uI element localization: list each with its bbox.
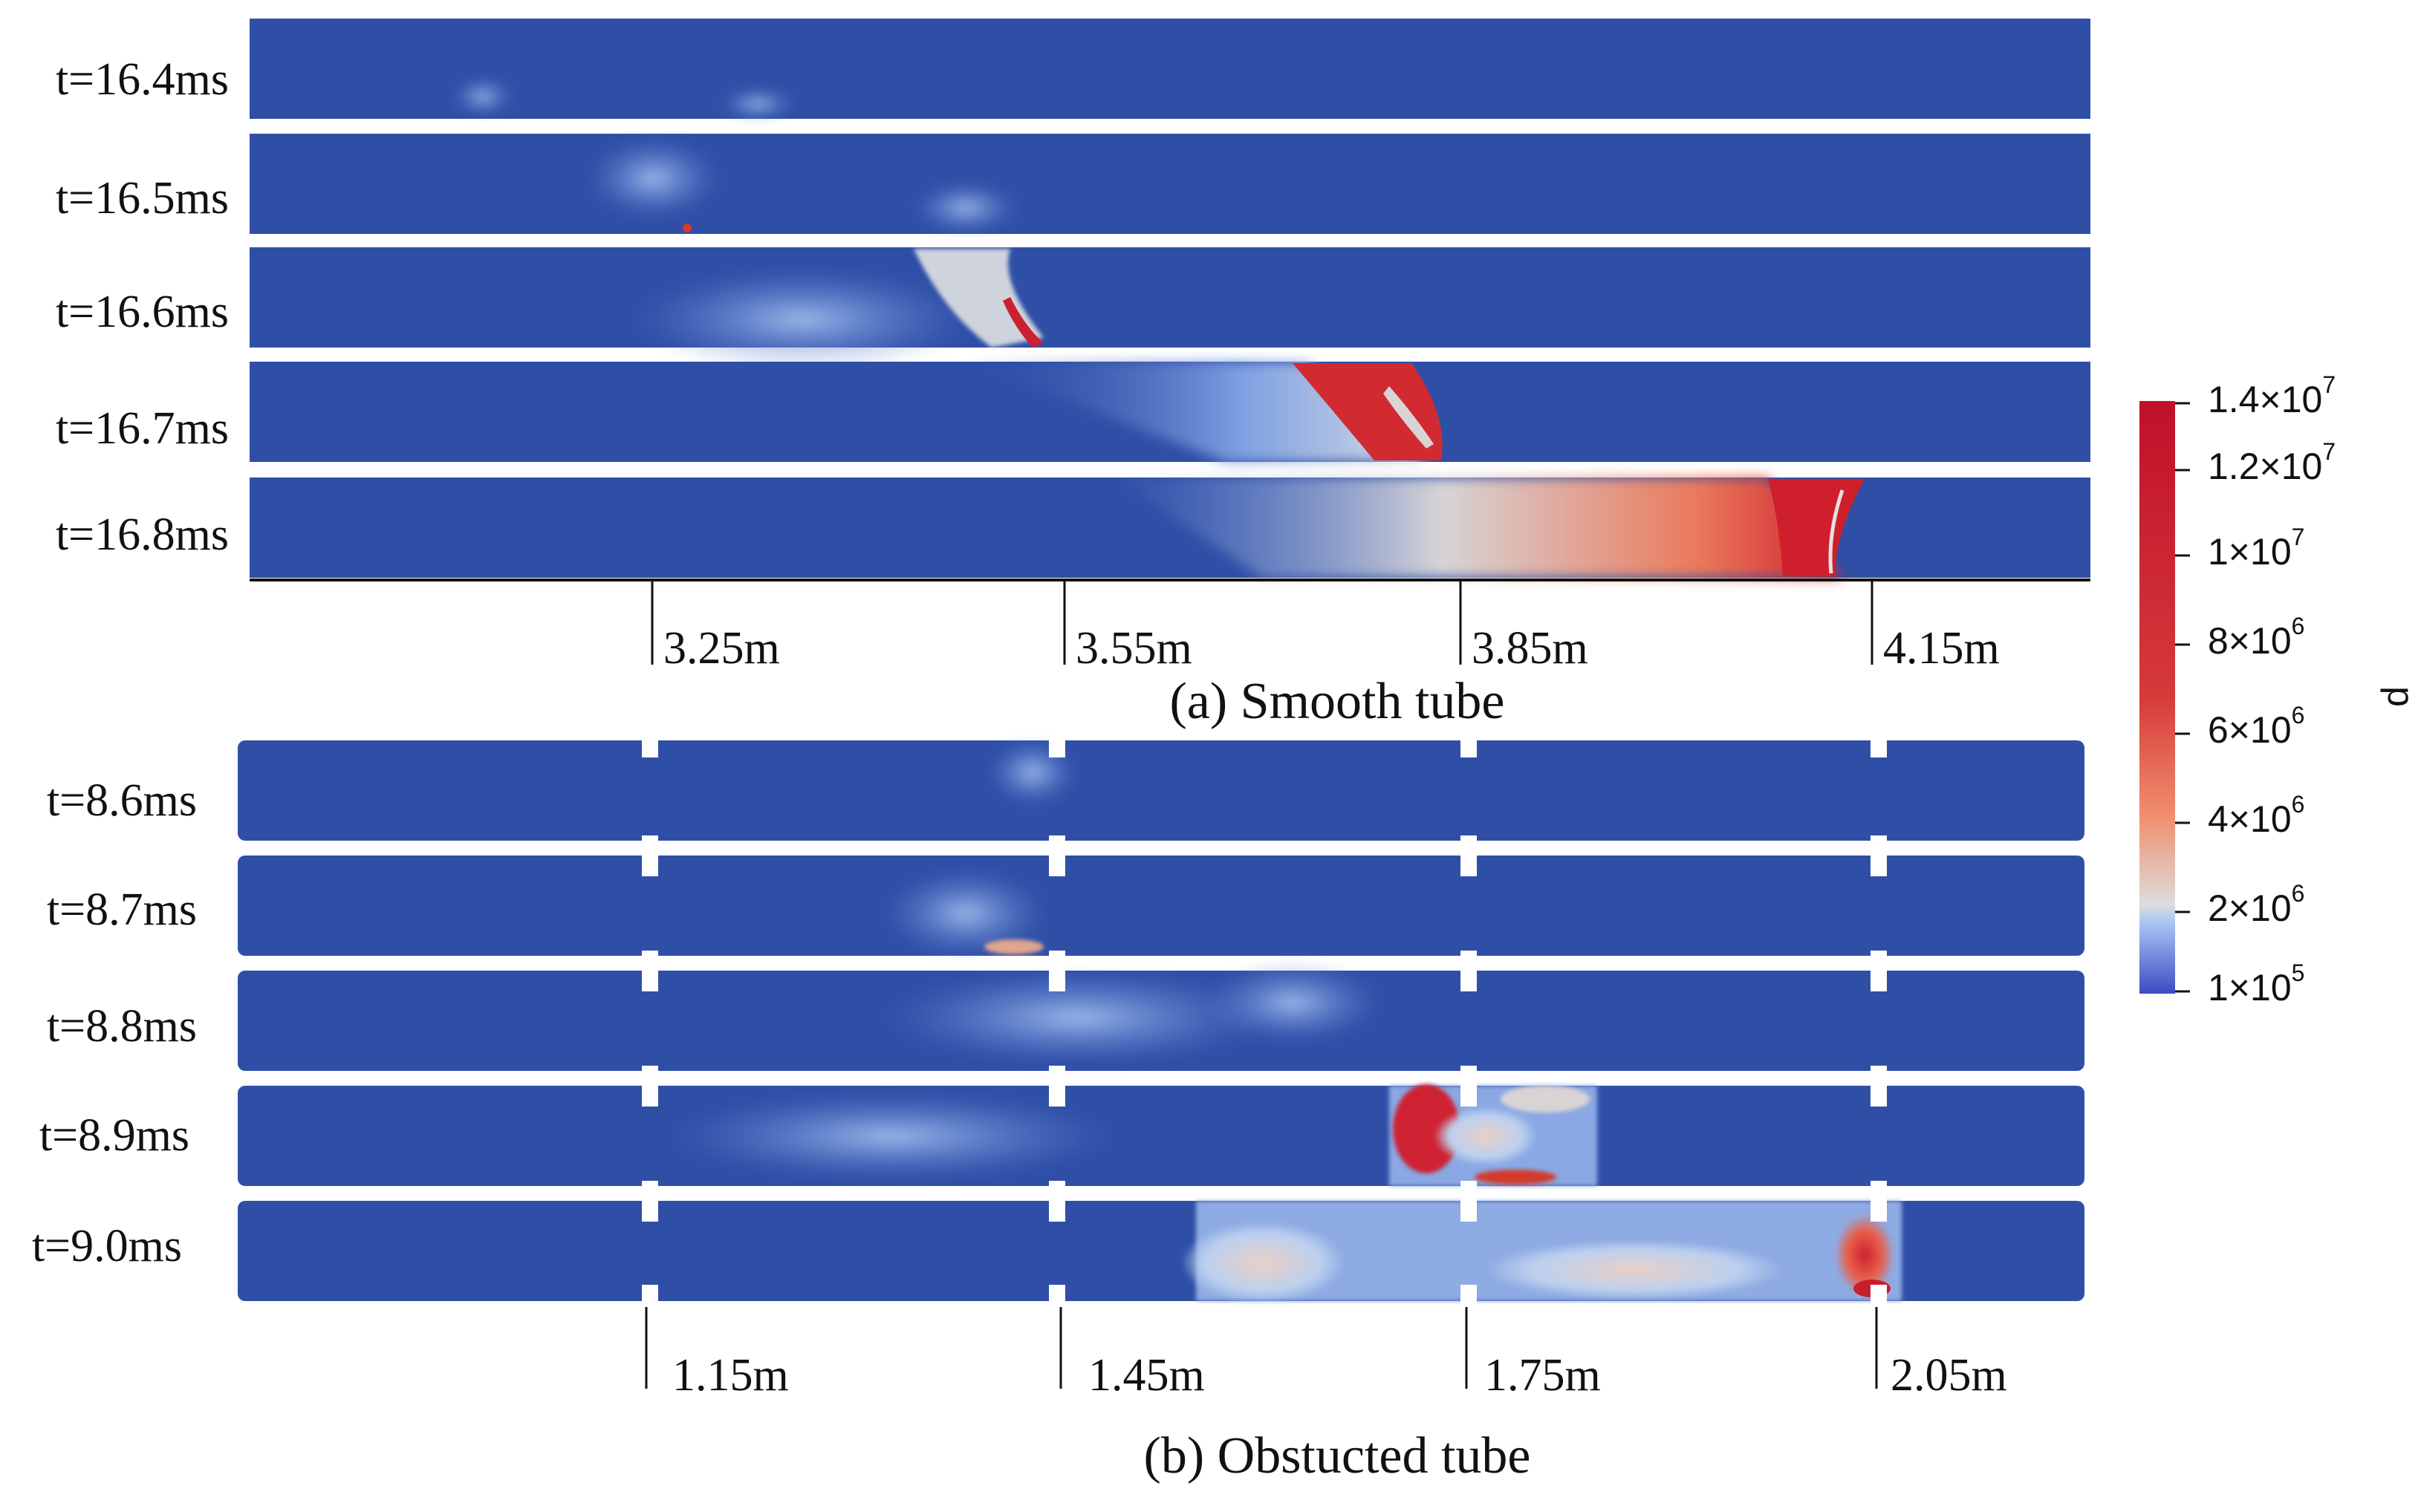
colorbar-tick-label: 1.4×107 <box>2208 371 2336 420</box>
svg-text:1×107: 1×107 <box>2208 524 2304 573</box>
panel-a-tick-label: 4.15m <box>1883 623 2000 674</box>
panel-a-frame-5 <box>250 478 2090 578</box>
svg-text:1.2×107: 1.2×107 <box>2208 438 2336 487</box>
panel-a-tick-label: 3.25m <box>663 623 780 674</box>
panel-a-tick-label: 3.85m <box>1472 623 1588 674</box>
panel-b-frame-4 <box>238 1084 2084 1186</box>
panel-a-frame-1 <box>250 19 2090 120</box>
panel-b-frame-5 <box>238 1201 2084 1303</box>
panel-b-time-label: t=8.9ms <box>39 1110 189 1161</box>
svg-text:1.4×107: 1.4×107 <box>2208 371 2336 420</box>
panel-a-frame-3 <box>250 247 2090 371</box>
panel-a-frame-2 <box>250 134 2090 234</box>
panel-b-obstructed-tube: t=8.6ms t=8.7ms t=8.8ms t=8.9ms t=9.0ms … <box>32 737 2084 1485</box>
colorbar-tick-label: 2×106 <box>2208 880 2304 929</box>
panel-a-frame-4 <box>250 362 2090 462</box>
panel-a-time-label: t=16.6ms <box>56 287 229 337</box>
panel-b-tick-label: 1.15m <box>672 1350 789 1401</box>
colorbar-tick-label: 6×106 <box>2208 702 2304 751</box>
panel-b-frame-1 <box>238 739 2084 841</box>
panel-b-tick-label: 2.05m <box>1891 1350 2007 1401</box>
panel-b-tick-label: 1.45m <box>1088 1350 1205 1401</box>
panel-b-frame-2 <box>238 856 2084 958</box>
panel-b-time-label: t=8.7ms <box>47 884 197 935</box>
svg-text:8×106: 8×106 <box>2208 613 2304 662</box>
panel-b-obstacles <box>642 737 1887 1306</box>
colorbar-tick-label: 1×107 <box>2208 524 2304 573</box>
panel-a-caption: (a) Smooth tube <box>1169 673 1504 730</box>
panel-b-tick-label: 1.75m <box>1484 1350 1601 1401</box>
svg-text:6×106: 6×106 <box>2208 702 2304 751</box>
svg-text:1×105: 1×105 <box>2208 959 2304 1008</box>
colorbar-tick-label: 4×106 <box>2208 791 2304 840</box>
colorbar-tick-label: 8×106 <box>2208 613 2304 662</box>
panel-b-frame-3 <box>238 962 2084 1071</box>
colorbar-gradient <box>2139 401 2175 994</box>
panel-b-time-label: t=9.0ms <box>32 1221 182 1271</box>
panel-a-time-label: t=16.7ms <box>56 403 229 454</box>
panel-a-tick-label: 3.55m <box>1076 623 1192 674</box>
svg-text:4×106: 4×106 <box>2208 791 2304 840</box>
colorbar-tick-label: 1.2×107 <box>2208 438 2336 487</box>
colorbar-tick-marks <box>2175 402 2190 993</box>
colorbar-title: p <box>2380 686 2418 707</box>
panel-b-time-label: t=8.8ms <box>47 1001 197 1052</box>
colorbar-tick-label: 1×105 <box>2208 959 2304 1008</box>
panel-a-time-label: t=16.8ms <box>56 509 229 560</box>
panel-b-caption: (b) Obstucted tube <box>1144 1427 1531 1485</box>
panel-a-time-label: t=16.5ms <box>56 173 229 224</box>
panel-a-smooth-tube: t=16.4ms t=16.5ms t=16.6ms t=16.7ms t=16… <box>56 19 2090 730</box>
svg-text:2×106: 2×106 <box>2208 880 2304 929</box>
panel-b-time-label: t=8.6ms <box>47 775 197 826</box>
pressure-colorbar: 1.4×107 1.2×107 1×107 8×106 6×106 4×106 … <box>2139 371 2418 1008</box>
panel-a-time-label: t=16.4ms <box>56 54 229 105</box>
